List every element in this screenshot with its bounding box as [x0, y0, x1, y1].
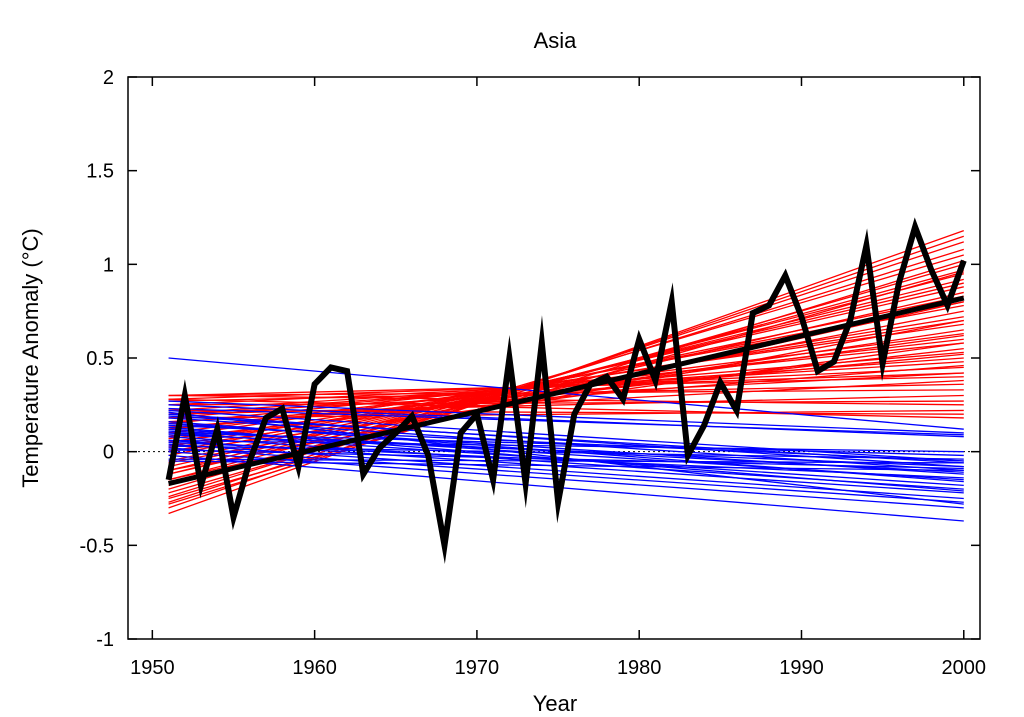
y-axis-label: Temperature Anomaly (°C) — [18, 228, 43, 487]
warming-trend-line — [168, 394, 964, 406]
cooling-trend-line — [168, 413, 964, 468]
x-tick-label: 1950 — [130, 657, 175, 679]
y-tick-label: 0.5 — [86, 348, 114, 370]
x-tick-label: 1990 — [779, 657, 824, 679]
warming-trend-line — [168, 319, 964, 443]
x-tick-label: 2000 — [942, 657, 987, 679]
y-tick-label: 0 — [103, 442, 114, 464]
y-tick-label: 1.5 — [86, 161, 114, 183]
warming-trend-line — [168, 409, 964, 415]
y-tick-label: -1 — [96, 629, 114, 651]
x-tick-label: 1960 — [292, 657, 337, 679]
plot-area — [128, 217, 980, 564]
observed-series-line — [165, 217, 967, 564]
cooling-trend-line — [168, 415, 964, 464]
y-tick-label: -0.5 — [80, 535, 114, 557]
x-axis: 1950 1960 1970 1980 1990 2000 — [130, 77, 986, 679]
cooling-trend-line — [168, 400, 964, 434]
warming-trend-line — [168, 400, 964, 406]
cooling-trend-line — [168, 357, 964, 430]
x-tick-label: 1980 — [617, 657, 662, 679]
x-axis-label: Year — [533, 691, 577, 716]
warming-trend-line — [168, 323, 964, 438]
chart-title: Asia — [534, 28, 578, 53]
y-axis: -1 -0.5 0 0.5 1 1.5 2 — [80, 67, 980, 651]
cooling-trend-line — [168, 404, 964, 438]
y-tick-label: 1 — [103, 254, 114, 276]
cooling-trend-line — [168, 407, 964, 436]
y-tick-label: 2 — [103, 67, 114, 89]
cooling-trend-line — [168, 409, 964, 462]
x-tick-label: 1970 — [455, 657, 500, 679]
warming-trend-line — [168, 398, 964, 419]
